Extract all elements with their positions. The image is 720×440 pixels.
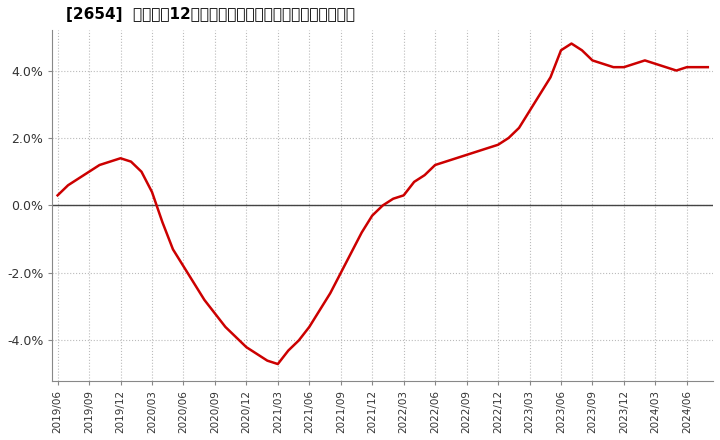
Text: [2654]  売上高の12か月移動合計の対前年同期増減率の推移: [2654] 売上高の12か月移動合計の対前年同期増減率の推移 — [66, 7, 354, 22]
